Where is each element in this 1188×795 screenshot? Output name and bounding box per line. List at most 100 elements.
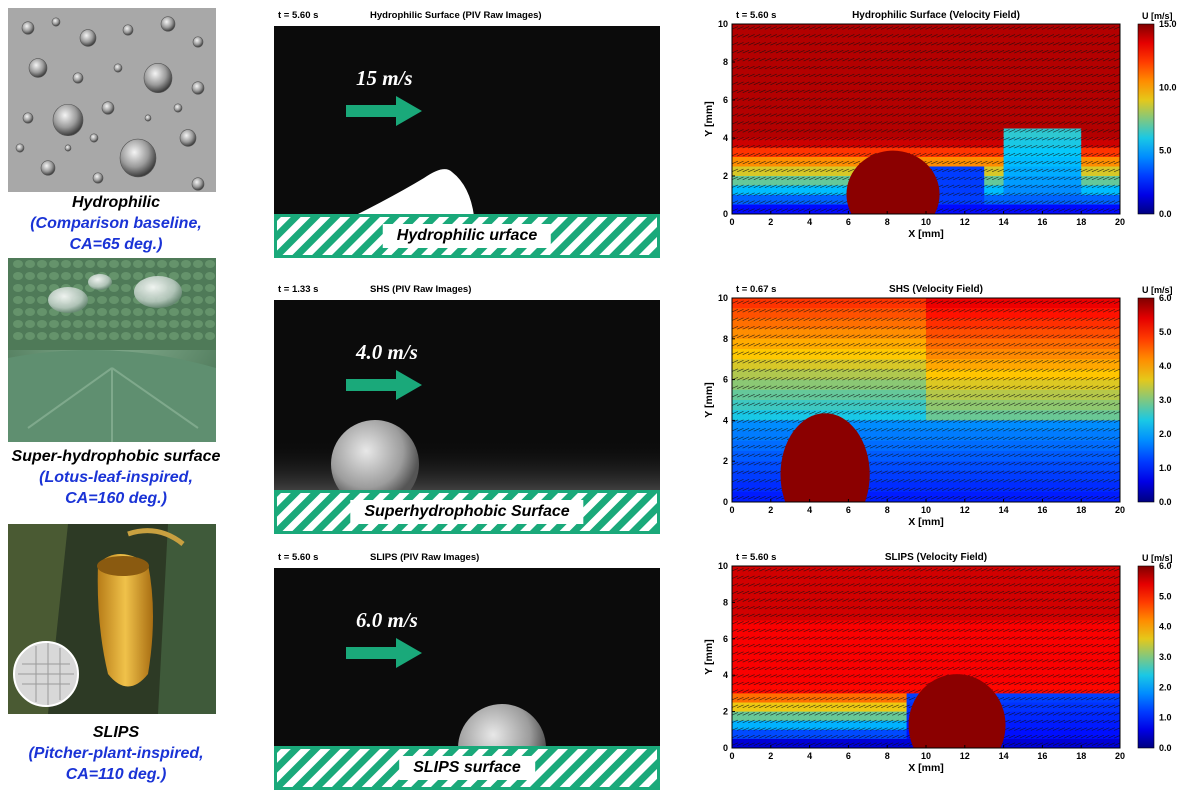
surface-wall: SLIPS surface — [274, 746, 660, 790]
x-tick-label: 0 — [729, 217, 734, 227]
velocity-title: SHS (Velocity Field) — [889, 284, 983, 295]
x-tick-label: 10 — [921, 217, 931, 227]
colorbar-tick-label: 15.0 — [1159, 19, 1177, 29]
caption-sub: (Lotus-leaf-inspired, — [0, 467, 232, 488]
caption-hydrophilic: Hydrophilic (Comparison baseline, CA=65 … — [0, 192, 232, 255]
colorbar-tick-label: 2.0 — [1159, 682, 1172, 692]
y-tick-label: 0 — [723, 743, 728, 753]
caption-sub: (Comparison baseline, — [0, 213, 232, 234]
x-tick-label: 20 — [1115, 217, 1125, 227]
velocity-field-hydrophilic: t = 5.60 s Hydrophilic Surface (Velocity … — [690, 4, 1188, 258]
y-tick-label: 0 — [723, 209, 728, 219]
x-tick-label: 16 — [1037, 505, 1047, 515]
x-tick-label: 0 — [729, 751, 734, 761]
velocity-heatmap — [732, 566, 1121, 776]
piv-time: t = 5.60 s — [278, 10, 318, 21]
photo-lotus-leaf — [8, 258, 216, 442]
y-tick-label: 8 — [723, 57, 728, 67]
x-axis-label: X [mm] — [908, 228, 944, 240]
surface-label: Superhydrophobic Surface — [350, 500, 583, 524]
velocity-field-shs: t = 0.67 s SHS (Velocity Field) 0 2 4 6 8 10 12 1… — [690, 278, 1188, 534]
x-tick-label: 18 — [1076, 751, 1086, 761]
colorbar-tick-label: 0.0 — [1159, 497, 1172, 507]
flow-arrow-icon — [346, 96, 426, 126]
colorbar-tick-label: 5.0 — [1159, 327, 1172, 337]
y-tick-label: 4 — [723, 670, 728, 680]
x-tick-label: 12 — [960, 505, 970, 515]
colorbar-tick-label: 4.0 — [1159, 361, 1172, 371]
x-axis-label: X [mm] — [908, 762, 944, 774]
x-tick-label: 6 — [846, 505, 851, 515]
x-axis-label: X [mm] — [908, 516, 944, 528]
y-tick-label: 10 — [718, 561, 728, 571]
x-tick-label: 2 — [768, 217, 773, 227]
x-tick-label: 8 — [885, 217, 890, 227]
speed-label: 6.0 m/s — [356, 608, 418, 633]
x-tick-label: 20 — [1115, 751, 1125, 761]
velocity-time: t = 0.67 s — [736, 284, 776, 295]
caption-sub: CA=110 deg.) — [0, 764, 232, 785]
colorbar-tick-label: 0.0 — [1159, 743, 1172, 753]
piv-image: 4.0 m/s — [274, 300, 660, 490]
droplet-shape — [781, 413, 870, 534]
caption-main: Super-hydrophobic surface — [0, 446, 232, 467]
piv-title: SHS (PIV Raw Images) — [370, 284, 471, 295]
speed-label: 15 m/s — [356, 66, 413, 91]
surface-wall: Superhydrophobic Surface — [274, 490, 660, 534]
x-tick-label: 6 — [846, 217, 851, 227]
x-tick-label: 4 — [807, 217, 812, 227]
y-tick-label: 2 — [723, 707, 728, 717]
velocity-title: SLIPS (Velocity Field) — [885, 552, 987, 563]
velocity-chart: t = 5.60 s Hydrophilic Surface (Velocity … — [690, 4, 1188, 258]
x-tick-label: 20 — [1115, 505, 1125, 515]
y-axis-label: Y [mm] — [703, 639, 715, 674]
y-tick-label: 4 — [723, 133, 728, 143]
x-tick-label: 10 — [921, 505, 931, 515]
x-tick-label: 0 — [729, 505, 734, 515]
x-tick-label: 2 — [768, 505, 773, 515]
surface-label: SLIPS surface — [399, 756, 535, 780]
caption-slips: SLIPS (Pitcher-plant-inspired, CA=110 de… — [0, 722, 232, 785]
colorbar-tick-label: 5.0 — [1159, 591, 1172, 601]
speed-label: 4.0 m/s — [356, 340, 418, 365]
photo-pitcher-plant — [8, 524, 216, 714]
x-tick-label: 12 — [960, 217, 970, 227]
y-tick-label: 2 — [723, 171, 728, 181]
flow-arrow-icon — [346, 370, 426, 400]
velocity-time: t = 5.60 s — [736, 10, 776, 21]
caption-sub: (Pitcher-plant-inspired, — [0, 743, 232, 764]
x-tick-label: 14 — [999, 217, 1009, 227]
colorbar-tick-label: 2.0 — [1159, 429, 1172, 439]
velocity-heatmap — [732, 298, 1121, 534]
velocity-chart: t = 0.67 s SHS (Velocity Field) 0 2 4 6 8 10 12 1… — [690, 278, 1188, 534]
y-tick-label: 6 — [723, 375, 728, 385]
surface-wall: Hydrophilic urface — [274, 214, 660, 258]
x-tick-label: 16 — [1037, 751, 1047, 761]
x-tick-label: 4 — [807, 505, 812, 515]
colorbar-tick-label: 6.0 — [1159, 561, 1172, 571]
piv-title: Hydrophilic Surface (PIV Raw Images) — [370, 10, 542, 21]
piv-time: t = 5.60 s — [278, 552, 318, 563]
y-tick-label: 8 — [723, 597, 728, 607]
colorbar-tick-label: 3.0 — [1159, 395, 1172, 405]
piv-panel-shs: t = 1.33 s SHS (PIV Raw Images) 4.0 m/s … — [274, 280, 660, 536]
piv-panel-slips: t = 5.60 s SLIPS (PIV Raw Images) 6.0 m/… — [274, 548, 660, 790]
colorbar-tick-label: 1.0 — [1159, 713, 1172, 723]
velocity-title: Hydrophilic Surface (Velocity Field) — [852, 10, 1020, 21]
colorbar — [1138, 566, 1154, 748]
y-tick-label: 0 — [723, 497, 728, 507]
colorbar-tick-label: 6.0 — [1159, 293, 1172, 303]
x-tick-label: 18 — [1076, 217, 1086, 227]
velocity-heatmap — [732, 24, 1121, 238]
caption-sub: CA=160 deg.) — [0, 488, 232, 509]
caption-main: Hydrophilic — [0, 192, 232, 213]
caption-main: SLIPS — [0, 722, 232, 743]
piv-panel-hydrophilic: t = 5.60 s Hydrophilic Surface (PIV Raw … — [274, 6, 660, 262]
piv-image: 15 m/s — [274, 26, 660, 216]
colorbar-tick-label: 0.0 — [1159, 209, 1172, 219]
x-tick-label: 8 — [885, 751, 890, 761]
piv-title: SLIPS (PIV Raw Images) — [370, 552, 479, 563]
x-tick-label: 10 — [921, 751, 931, 761]
x-tick-label: 8 — [885, 505, 890, 515]
